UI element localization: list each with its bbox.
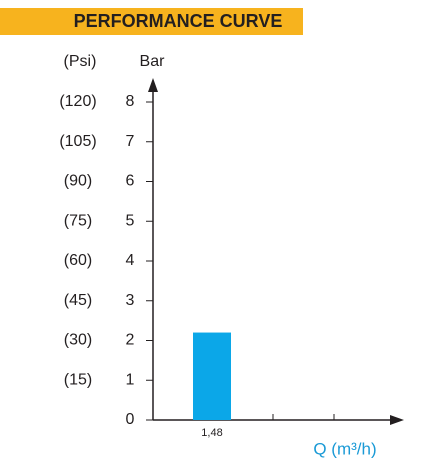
- y2-tick-label: (105): [59, 133, 96, 150]
- x-axis-arrow: [390, 415, 404, 425]
- y2-axis-label: (Psi): [64, 53, 97, 70]
- y2-tick-label: (30): [64, 332, 92, 349]
- y-tick-label: 1: [126, 371, 135, 388]
- y-tick-label: 4: [126, 252, 135, 269]
- y-axis-arrow: [148, 78, 158, 92]
- y2-tick-label: (60): [64, 252, 92, 269]
- y-tick-label: 3: [126, 292, 135, 309]
- y-tick-label: 8: [126, 93, 135, 110]
- y2-tick-label: (90): [64, 173, 92, 190]
- x-tick-label: 1,48: [201, 427, 222, 439]
- y-tick-label: 0: [126, 411, 135, 428]
- title-banner: [0, 8, 303, 35]
- chart-title: PERFORMANCE CURVE: [74, 11, 283, 31]
- y2-tick-label: (75): [64, 212, 92, 229]
- y2-tick-label: (45): [64, 292, 92, 309]
- bar: [193, 332, 231, 420]
- y2-tick-label: (120): [59, 93, 96, 110]
- y-tick-label: 5: [126, 212, 135, 229]
- y-axis-label: Bar: [140, 53, 166, 70]
- y-tick-label: 2: [126, 332, 135, 349]
- y-tick-label: 7: [126, 133, 135, 150]
- y-tick-label: 6: [126, 173, 135, 190]
- x-axis-label: Q (m³/h): [313, 439, 376, 458]
- y2-tick-label: (15): [64, 371, 92, 388]
